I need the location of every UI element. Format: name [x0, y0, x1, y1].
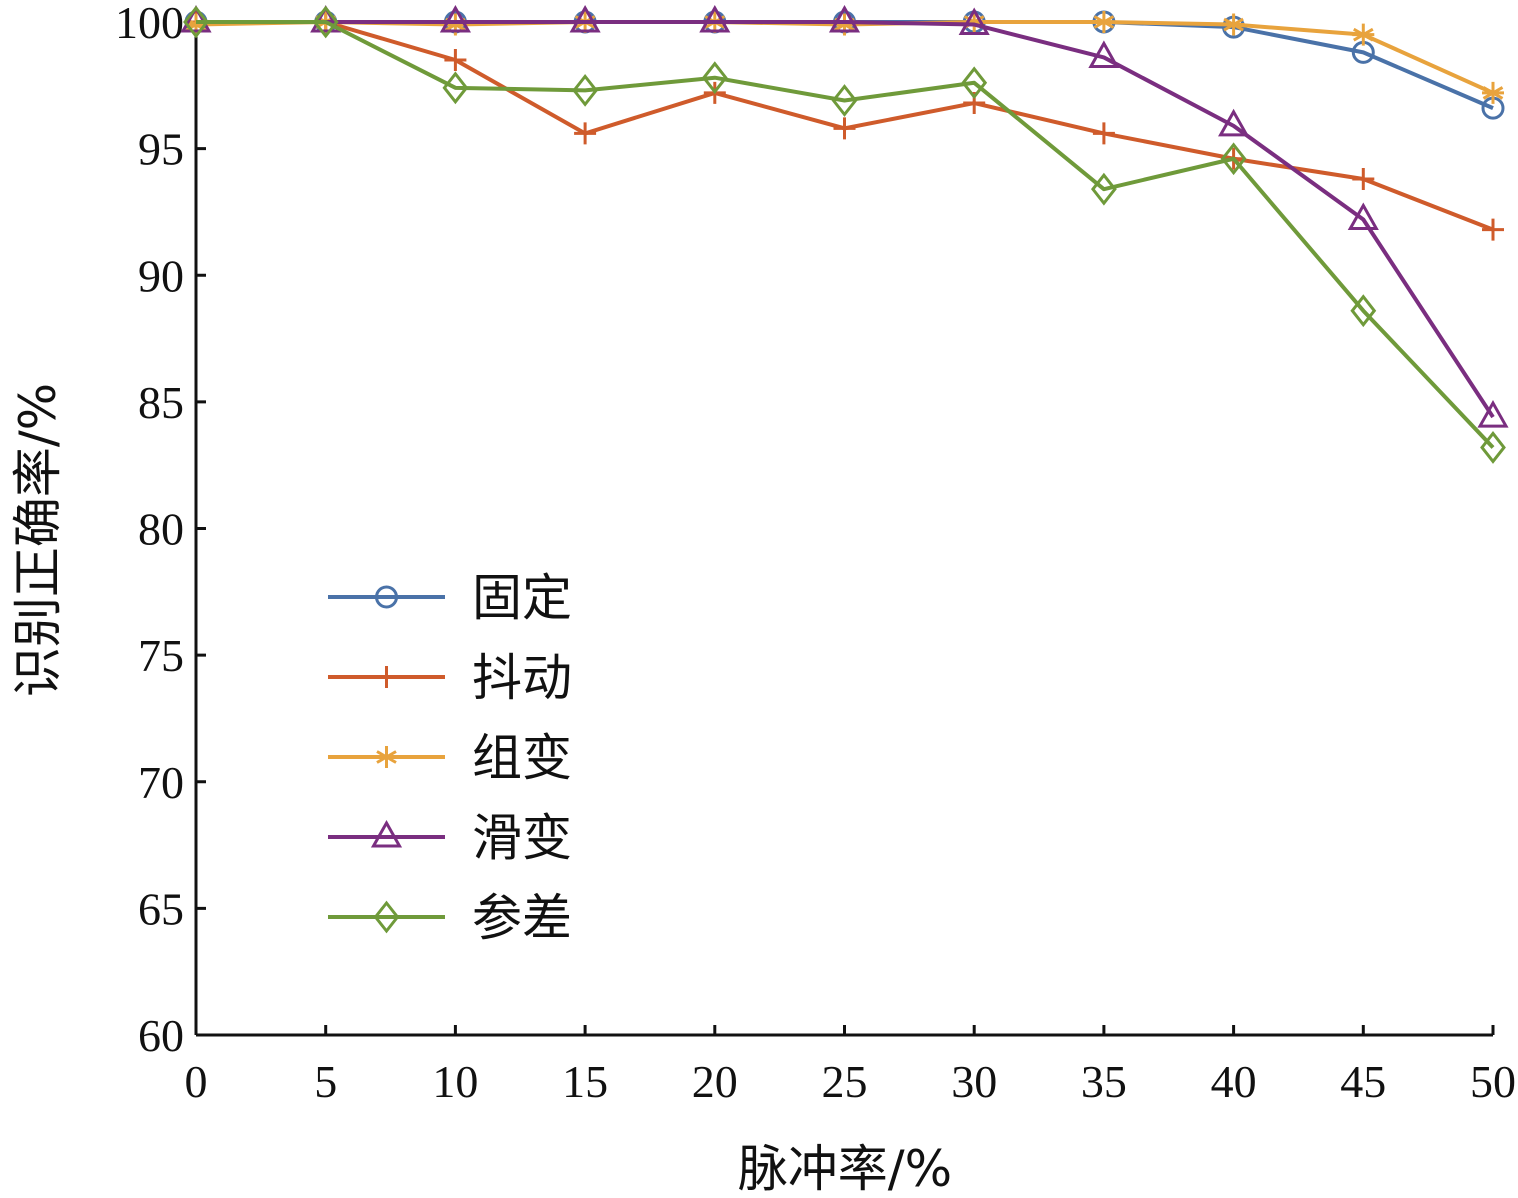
series-4 — [180, 4, 1509, 428]
data-point — [1092, 11, 1115, 33]
data-point — [1218, 108, 1250, 137]
y-axis-label: 识别正确率/% — [9, 383, 67, 697]
legend-marker — [375, 666, 398, 688]
data-point — [1088, 40, 1120, 68]
data-point — [961, 66, 988, 100]
legend-item: 组变 — [328, 729, 572, 787]
legend-marker — [370, 819, 403, 848]
data-point — [569, 4, 601, 33]
data-point — [1482, 218, 1504, 241]
x-tick-label: 25 — [822, 1056, 868, 1107]
data-point — [1090, 172, 1117, 206]
x-tick-label: 0 — [185, 1056, 208, 1107]
x-tick-label: 35 — [1081, 1056, 1127, 1107]
series-line — [196, 20, 1495, 419]
series-line — [196, 20, 1495, 449]
data-point — [1477, 400, 1509, 428]
legend-marker — [375, 585, 398, 609]
legend-marker — [373, 900, 400, 934]
data-point — [833, 117, 856, 140]
data-point — [828, 4, 861, 33]
ticks: 0 5 10 15 20 25 30 35 40 45 50 60 65 70 75 80 85 90 95 100 — [115, 0, 1516, 1107]
data-point — [444, 48, 467, 71]
series-5 — [183, 5, 1506, 464]
x-axis-label: 脉冲率/% — [738, 1140, 952, 1198]
y-tick-label: 70 — [138, 757, 184, 808]
data-point — [180, 4, 212, 33]
y-tick-label: 65 — [138, 883, 184, 934]
data-point — [574, 122, 597, 145]
data-point — [1482, 81, 1504, 104]
y-tick-label: 80 — [138, 504, 184, 555]
data-point — [958, 7, 990, 36]
legend-item: 参差 — [328, 889, 572, 947]
x-tick-label: 45 — [1340, 1056, 1386, 1107]
y-tick-label: 60 — [138, 1010, 184, 1061]
data-point — [572, 73, 599, 107]
data-point — [701, 61, 728, 95]
x-tick-label: 20 — [692, 1056, 738, 1107]
series-3 — [185, 11, 1504, 104]
data-point — [312, 5, 339, 39]
y-tick-label: 90 — [138, 250, 184, 301]
series-group — [180, 4, 1509, 464]
y-tick-label: 95 — [138, 124, 184, 175]
data-point — [183, 5, 209, 39]
legend-label: 滑变 — [472, 809, 572, 867]
data-point — [439, 4, 471, 33]
data-point — [310, 4, 342, 33]
x-tick-label: 40 — [1211, 1056, 1257, 1107]
legend-label: 组变 — [472, 729, 572, 787]
data-point — [833, 13, 856, 36]
data-point — [1092, 122, 1115, 145]
data-point — [699, 4, 731, 33]
legend-marker — [375, 746, 398, 768]
x-tick-label: 30 — [951, 1056, 997, 1107]
legend-item: 固定 — [328, 569, 572, 627]
legend-item: 抖动 — [328, 649, 572, 707]
data-point — [831, 84, 858, 117]
data-point — [185, 13, 207, 36]
x-tick-label: 5 — [314, 1056, 337, 1107]
data-point — [1352, 23, 1375, 46]
y-tick-label: 100 — [115, 0, 184, 48]
legend-item: 滑变 — [328, 809, 572, 867]
legend-label: 固定 — [472, 569, 572, 627]
series-2 — [185, 11, 1504, 241]
legend-label: 抖动 — [472, 649, 572, 707]
data-point — [1220, 142, 1247, 176]
x-tick-label: 50 — [1470, 1056, 1516, 1107]
data-point — [1347, 202, 1379, 231]
x-tick-label: 15 — [562, 1056, 608, 1107]
data-point — [1350, 294, 1377, 328]
legend-label: 参差 — [472, 889, 572, 947]
data-point — [1222, 13, 1245, 36]
data-point — [963, 11, 986, 33]
x-tick-label: 10 — [432, 1056, 478, 1107]
data-point — [1352, 168, 1375, 191]
data-point — [1480, 431, 1506, 464]
y-tick-label: 85 — [138, 377, 184, 428]
y-tick-label: 75 — [138, 630, 184, 681]
data-point — [444, 13, 467, 36]
data-point — [442, 71, 469, 105]
